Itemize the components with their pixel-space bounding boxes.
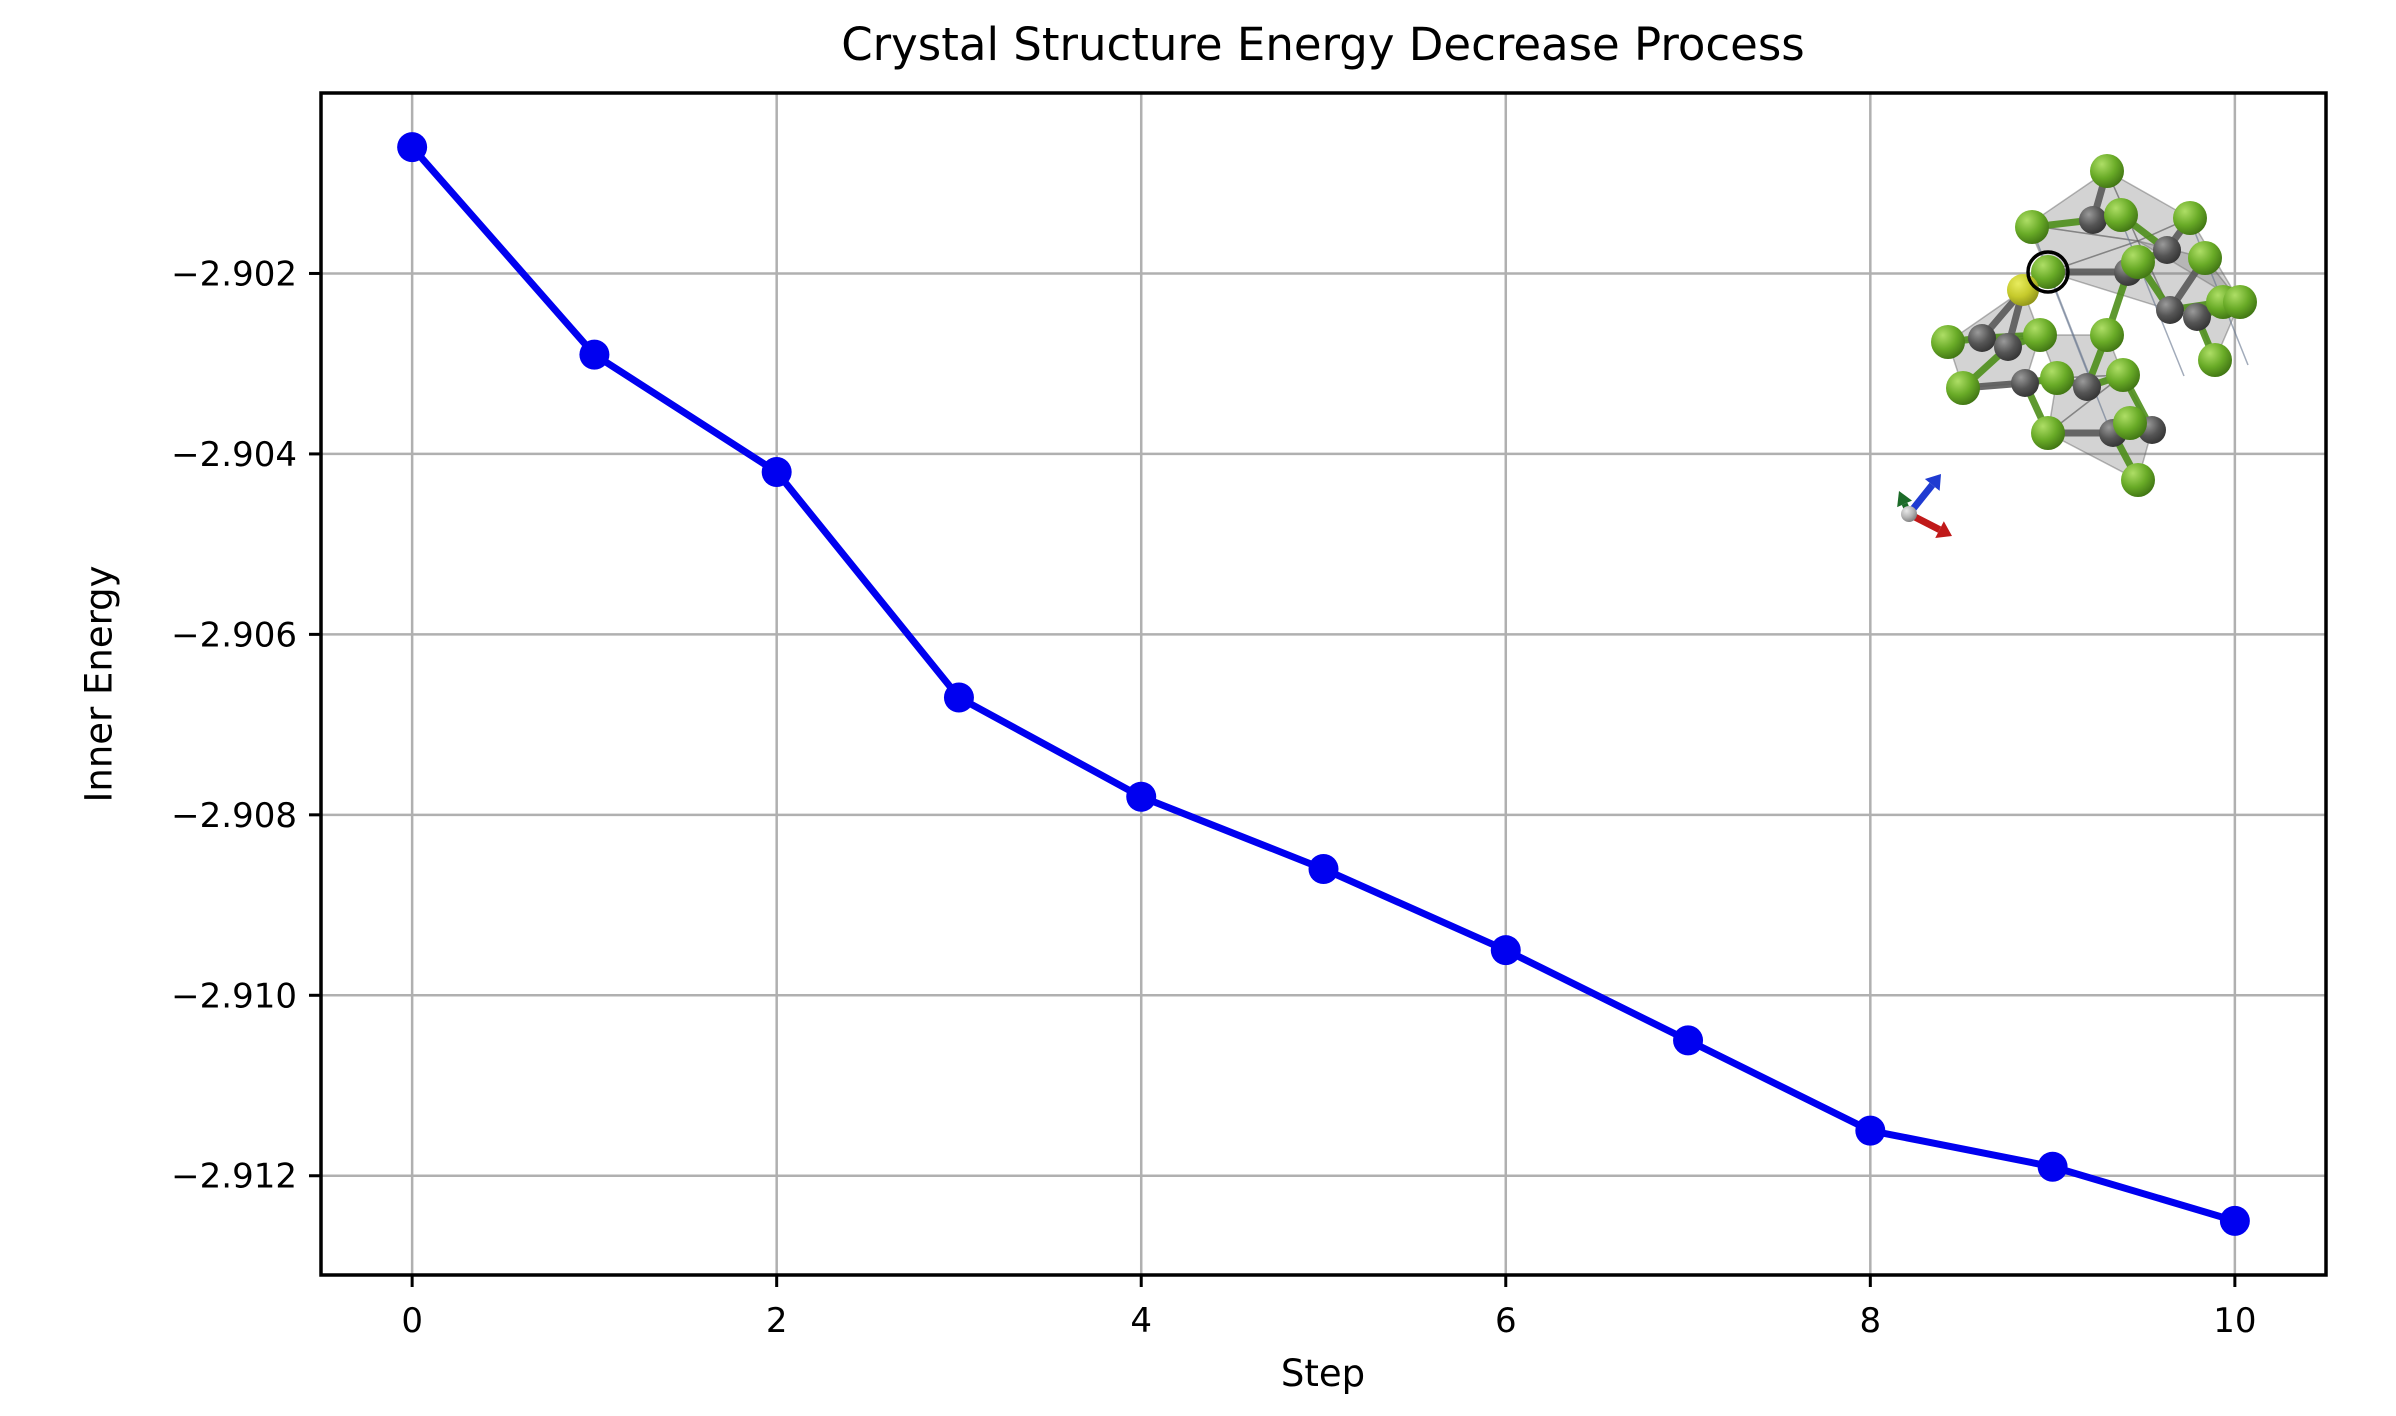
data-point-marker [579, 339, 610, 370]
atom-gray [1994, 333, 2022, 361]
atom-gray [1968, 324, 1996, 352]
x-tick-label: 4 [1130, 1301, 1152, 1341]
atom-green [2023, 318, 2057, 352]
atom-green [2223, 285, 2257, 319]
atom-green [2090, 318, 2124, 352]
chart-title: Crystal Structure Energy Decrease Proces… [841, 18, 1805, 71]
axes-spines [319, 91, 2328, 1277]
atom-green [2121, 463, 2155, 497]
x-tick-label: 8 [1859, 1301, 1881, 1341]
atom-green [2121, 245, 2155, 279]
grid [321, 93, 2326, 1275]
atom-green [2106, 358, 2140, 392]
atom-gray [2156, 296, 2184, 324]
atom-green [2113, 406, 2147, 440]
y-tick-label: −2.908 [171, 796, 297, 836]
data-point-marker [1855, 1115, 1886, 1146]
atom-gray [2011, 369, 2039, 397]
y-tick-label: −2.912 [171, 1157, 297, 1197]
y-tick-label: −2.904 [171, 435, 297, 475]
unit-cell-edge [2031, 228, 2095, 388]
data-point-marker [1490, 935, 1521, 966]
atom-green [2198, 343, 2232, 377]
triad-green-axis-arrow-head [1897, 491, 1913, 508]
data-point-marker [943, 682, 974, 713]
crystal-structure-inset [1897, 154, 2257, 539]
unit-cell-edge [2047, 271, 2111, 431]
data-point-marker [1308, 853, 1339, 884]
data-point-marker [761, 456, 792, 487]
data-point-marker [2219, 1205, 2250, 1236]
x-tick-label: 6 [1495, 1301, 1517, 1341]
selected-atom-ring [2026, 250, 2070, 294]
atom-gray [2073, 373, 2101, 401]
axis-ticks: 0 2 4 6 8 10 −2.902 −2.904 −2.906 −2.908 −2.910 −2.… [171, 254, 2256, 1341]
data-point-marker [2037, 1151, 2068, 1182]
data-point-marker [1126, 781, 1157, 812]
atom-green [2188, 241, 2222, 275]
energy-data-line [408, 143, 2239, 1225]
x-tick-label: 2 [766, 1301, 788, 1341]
triad-blue-axis-arrow-head [1924, 474, 1941, 491]
atom-gray [2183, 303, 2211, 331]
atom-gray [2153, 236, 2181, 264]
atom-yellow [2007, 274, 2039, 306]
y-tick-label: −2.906 [171, 615, 297, 655]
y-tick-label: −2.902 [171, 254, 297, 294]
x-tick-label: 0 [401, 1301, 423, 1341]
atom-green [2104, 198, 2138, 232]
x-axis-label: Step [1280, 1352, 1366, 1395]
atom-green [2040, 361, 2074, 395]
atom-green [2090, 154, 2124, 188]
atom-green [2031, 255, 2065, 289]
atom-green [2015, 210, 2049, 244]
data-point-marker [397, 132, 428, 163]
atom-green [1931, 325, 1965, 359]
triad-origin-sphere [1901, 506, 1917, 522]
atom-green [2173, 201, 2207, 235]
triad-red-axis-arrow-head [1935, 521, 1952, 539]
unit-cell-edge [2119, 217, 2185, 377]
y-tick-label: −2.910 [171, 976, 297, 1016]
atom-green [2031, 416, 2065, 450]
atom-gray [2079, 206, 2107, 234]
x-tick-label: 10 [2213, 1301, 2256, 1341]
data-point-marker [1673, 1025, 1704, 1056]
atom-green [1946, 371, 1980, 405]
